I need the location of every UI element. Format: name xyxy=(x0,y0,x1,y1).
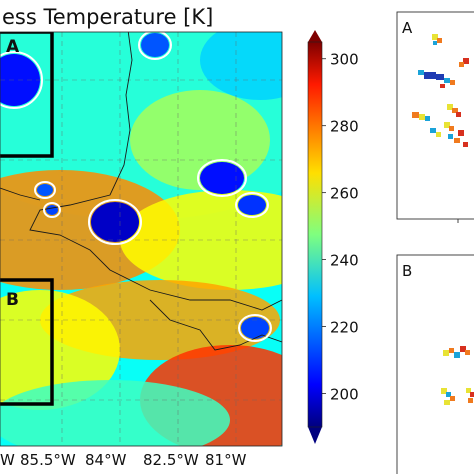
inset-marker xyxy=(418,70,424,75)
inset-a-label: A xyxy=(402,19,413,37)
inset-marker xyxy=(447,104,453,110)
temperature-cell xyxy=(238,195,266,215)
inset-marker xyxy=(419,114,425,120)
map-title: ess Temperature [K] xyxy=(2,5,213,29)
inset-marker xyxy=(436,74,444,80)
colorbar-tick-label: 300 xyxy=(330,51,359,69)
inset-marker xyxy=(468,398,473,403)
inset-marker xyxy=(463,58,469,64)
inset-marker xyxy=(437,38,442,43)
colorbar-tick-label: 280 xyxy=(330,118,359,136)
colorbar-tick-label: 220 xyxy=(330,319,359,337)
inset-b-label: B xyxy=(402,262,412,280)
inset-marker xyxy=(460,346,466,352)
region-box-a xyxy=(0,32,54,158)
temperature-cell xyxy=(241,317,269,339)
contour xyxy=(197,159,247,197)
inset-marker xyxy=(450,80,455,85)
inset-marker xyxy=(440,84,445,88)
contour xyxy=(235,192,269,218)
colorbar-tick-label: 260 xyxy=(330,185,359,203)
inset-b-frame xyxy=(396,254,474,474)
x-tick-label: W xyxy=(0,451,15,469)
contour xyxy=(88,199,142,245)
inset-marker xyxy=(456,112,461,117)
inset-marker xyxy=(430,128,436,133)
contour xyxy=(34,181,56,199)
temperature-cell xyxy=(46,205,58,215)
inset-marker xyxy=(433,41,437,45)
x-tick-label: 82.5°W xyxy=(143,451,199,469)
inset-marker xyxy=(466,388,471,393)
inset-marker xyxy=(454,138,460,143)
contour xyxy=(43,202,61,218)
coastline xyxy=(0,32,282,351)
cold-cloud-contours xyxy=(0,32,272,342)
region-box-label: A xyxy=(6,37,20,57)
inset-marker xyxy=(441,388,447,394)
x-tick-labels: W 85.5°W 84°W 82.5°W 81°W xyxy=(0,451,247,469)
inset-marker xyxy=(449,126,454,131)
inset-marker xyxy=(444,78,450,83)
colorbar-top-extension xyxy=(308,30,322,42)
inset-marker xyxy=(470,392,474,397)
temperature-cell xyxy=(0,380,230,446)
inset-marker xyxy=(450,396,455,401)
inset-marker xyxy=(448,134,453,139)
inset-marker xyxy=(444,122,450,128)
colorbar-ramp xyxy=(308,42,322,427)
inset-marker xyxy=(444,400,450,405)
colorbar-frame xyxy=(307,41,323,428)
contour xyxy=(238,314,272,342)
inset-marker xyxy=(452,108,458,113)
temperature-cell xyxy=(200,32,282,100)
temperature-cell xyxy=(91,202,139,242)
map-gridlines xyxy=(0,32,282,446)
inset-a-frame xyxy=(396,11,474,220)
colorbar-tick-label: 240 xyxy=(330,252,359,270)
x-tick-label: 85.5°W xyxy=(20,451,76,469)
temperature-cell xyxy=(141,33,169,57)
colorbar-bottom-extension xyxy=(308,427,322,444)
inset-b-markers xyxy=(441,346,474,405)
contour xyxy=(138,32,172,60)
inset-marker xyxy=(465,350,470,355)
inset-marker xyxy=(443,350,449,356)
temperature-cell xyxy=(37,184,53,196)
map-frame xyxy=(0,31,283,447)
main-map: ess Temperature [K] AB W 85.5°W 84°W 82.5°W… xyxy=(0,5,283,469)
temperature-cell xyxy=(200,162,244,194)
inset-marker xyxy=(424,72,436,79)
region-box-label: B xyxy=(6,290,19,310)
inset-marker xyxy=(432,34,438,40)
inset-marker xyxy=(425,116,430,121)
x-tick-label: 84°W xyxy=(85,451,127,469)
contour xyxy=(0,51,43,109)
region-box-b xyxy=(0,278,54,406)
x-tick-label: 81°W xyxy=(205,451,247,469)
inset-marker xyxy=(459,62,464,67)
brightness-temperature-field xyxy=(0,32,282,446)
inset-panel-b: B xyxy=(396,254,474,474)
inset-marker xyxy=(436,132,441,137)
inset-marker xyxy=(458,130,464,136)
inset-marker xyxy=(412,112,419,118)
inset-marker xyxy=(449,348,454,353)
colorbar: 200 220 240 260 280 300 xyxy=(307,30,359,444)
temperature-cell xyxy=(130,90,270,190)
inset-a-markers xyxy=(412,34,469,147)
colorbar-ticks: 200 220 240 260 280 300 xyxy=(322,51,359,404)
region-boxes: AB xyxy=(0,32,54,406)
inset-marker xyxy=(454,352,460,358)
inset-marker xyxy=(446,392,451,397)
inset-marker xyxy=(463,142,468,147)
inset-panel-a: A xyxy=(396,11,474,223)
colorbar-tick-label: 200 xyxy=(330,386,359,404)
